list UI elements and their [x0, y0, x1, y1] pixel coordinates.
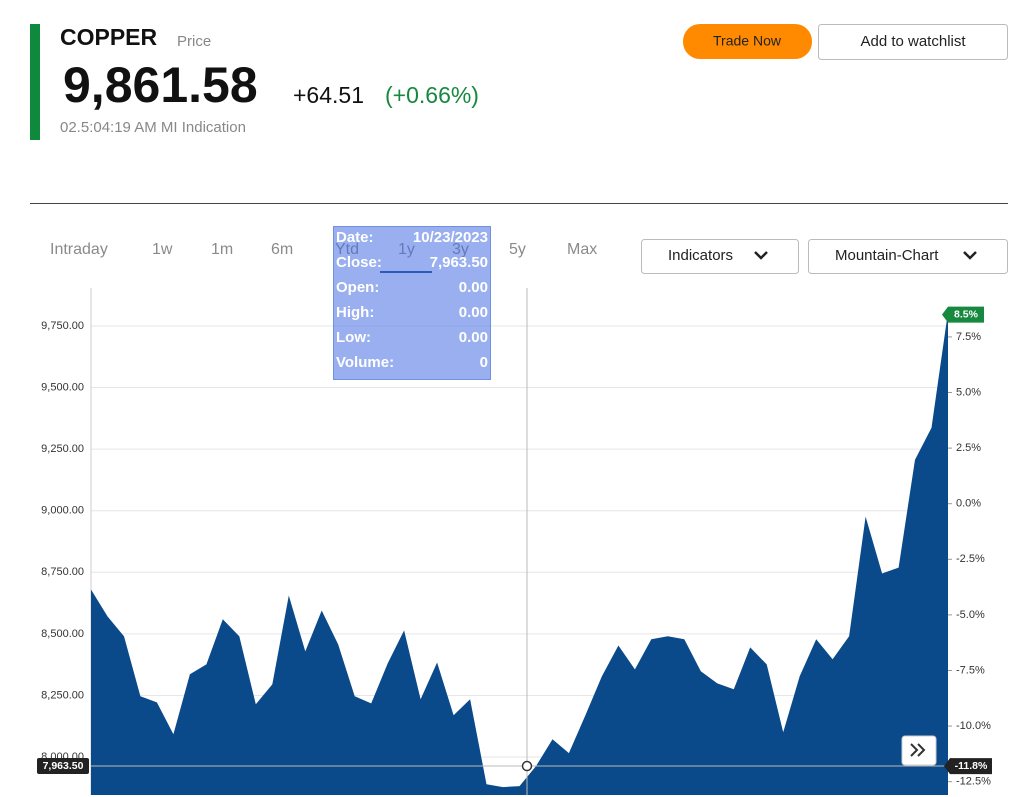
range-tab[interactable]: 6m — [271, 241, 293, 258]
tooltip-value: 10/23/2023 — [413, 229, 488, 246]
tooltip-value: 7,963.50 — [430, 254, 488, 271]
y2-tick-label: -2.5% — [956, 553, 985, 565]
timestamp: 02.5:04:19 AM MI Indication — [60, 119, 246, 136]
crosshair-badge — [37, 758, 89, 775]
change-pct: (+0.66%) — [385, 82, 479, 108]
chart-type-label[interactable]: Mountain-Chart — [835, 247, 939, 264]
tooltip-value: 0.00 — [459, 329, 488, 346]
y2-tick-label: -7.5% — [956, 664, 985, 676]
scroll-button[interactable] — [901, 735, 937, 766]
pct-badge-label: -11.8% — [955, 760, 988, 772]
last-badge — [942, 306, 984, 323]
tooltip-key: Open: — [336, 279, 379, 296]
y-tick-label: 9,750.00 — [41, 320, 84, 332]
tooltip-key: Close: — [336, 254, 382, 271]
y-tick-label: 8,250.00 — [41, 689, 84, 701]
y2-tick-label: 0.0% — [956, 498, 981, 510]
tooltip-value: 0.00 — [459, 279, 488, 296]
range-tab[interactable]: 1w — [152, 241, 173, 258]
chart-type-button[interactable] — [808, 239, 1008, 274]
last-badge-label: 8.5% — [954, 308, 979, 320]
tooltip-value: 0 — [480, 354, 488, 371]
y-tick-label: 9,250.00 — [41, 443, 84, 455]
trade-button[interactable] — [683, 24, 812, 59]
trade-label[interactable]: Trade Now — [713, 33, 782, 49]
range-tab[interactable]: Intraday — [50, 241, 108, 258]
range-tab[interactable]: 1m — [211, 241, 233, 258]
chevron — [754, 251, 768, 260]
pct-badge — [944, 758, 992, 775]
tooltip-box — [333, 226, 491, 380]
watchlist-label[interactable]: Add to watchlist — [860, 33, 966, 50]
indicators-label[interactable]: Indicators — [668, 247, 733, 264]
y-tick-label: 8,500.00 — [41, 628, 84, 640]
crosshair-point — [521, 760, 533, 772]
crosshair-label: 7,963.50 — [43, 760, 84, 772]
range-tab[interactable]: 5y — [509, 241, 526, 258]
tooltip-key: Date: — [336, 229, 374, 246]
tooltip-key: Low: — [336, 329, 371, 346]
y2-tick-label: 7.5% — [956, 331, 981, 343]
watchlist-button[interactable] — [818, 24, 1008, 60]
symbol-sub: Price — [177, 33, 211, 50]
chevron — [963, 251, 977, 260]
accent-bar — [30, 24, 40, 140]
y2-tick-label: 5.0% — [956, 386, 981, 398]
change: +64.51 — [293, 82, 364, 108]
range-tab[interactable]: Max — [567, 241, 597, 258]
y2-tick-label: -12.5% — [956, 776, 991, 788]
y2-tick-label: 2.5% — [956, 442, 981, 454]
symbol: COPPER — [60, 24, 158, 50]
price-area — [91, 311, 948, 795]
price: 9,861.58 — [63, 57, 258, 113]
y-tick-label: 9,000.00 — [41, 505, 84, 517]
tooltip-key: Volume: — [336, 354, 394, 371]
y2-tick-label: -5.0% — [956, 609, 985, 621]
double-chevron — [910, 743, 926, 757]
tooltip-key: High: — [336, 304, 374, 321]
y-tick-label: 8,750.00 — [41, 566, 84, 578]
tooltip-value: 0.00 — [459, 304, 488, 321]
indicators-button[interactable] — [641, 239, 799, 274]
y-tick-label: 9,500.00 — [41, 381, 84, 393]
y2-tick-label: -10.0% — [956, 720, 991, 732]
